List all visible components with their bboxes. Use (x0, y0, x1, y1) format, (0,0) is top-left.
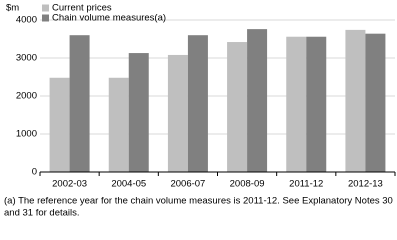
y-tick-label: 2000 (16, 91, 37, 102)
footnote: and 31 for details. (4, 208, 80, 219)
bar (167, 54, 188, 172)
bar (306, 36, 327, 172)
y-tick-label: 4000 (16, 15, 37, 26)
x-tick-label: 2011-12 (289, 179, 323, 190)
x-tick-label: 2002-03 (52, 179, 87, 190)
bar (247, 29, 268, 173)
y-tick-label: 0 (32, 167, 37, 178)
bar (49, 77, 70, 172)
bar (227, 42, 248, 172)
footnote: (a) The reference year for the chain vol… (4, 196, 393, 207)
x-tick-label: 2008-09 (230, 179, 265, 190)
bar (108, 77, 129, 172)
legend-label: Chain volume measures(a) (52, 13, 166, 24)
x-tick-label: 2006-07 (170, 179, 205, 190)
legend-swatch (42, 4, 49, 12)
y-tick-label: 3000 (16, 53, 37, 64)
bar (128, 53, 149, 173)
bar (286, 36, 307, 172)
bar (69, 35, 90, 173)
x-tick-label: 2004-05 (111, 179, 146, 190)
y-axis-label: $m (6, 3, 19, 14)
bar (365, 33, 386, 173)
legend-swatch (42, 14, 49, 22)
bar (187, 35, 208, 173)
bar (345, 29, 366, 172)
y-tick-label: 1000 (16, 129, 37, 140)
legend-label: Current prices (52, 3, 112, 14)
x-tick-label: 2012-13 (348, 179, 383, 190)
chart: $m (a) The reference year for the chain … (4, 3, 396, 219)
